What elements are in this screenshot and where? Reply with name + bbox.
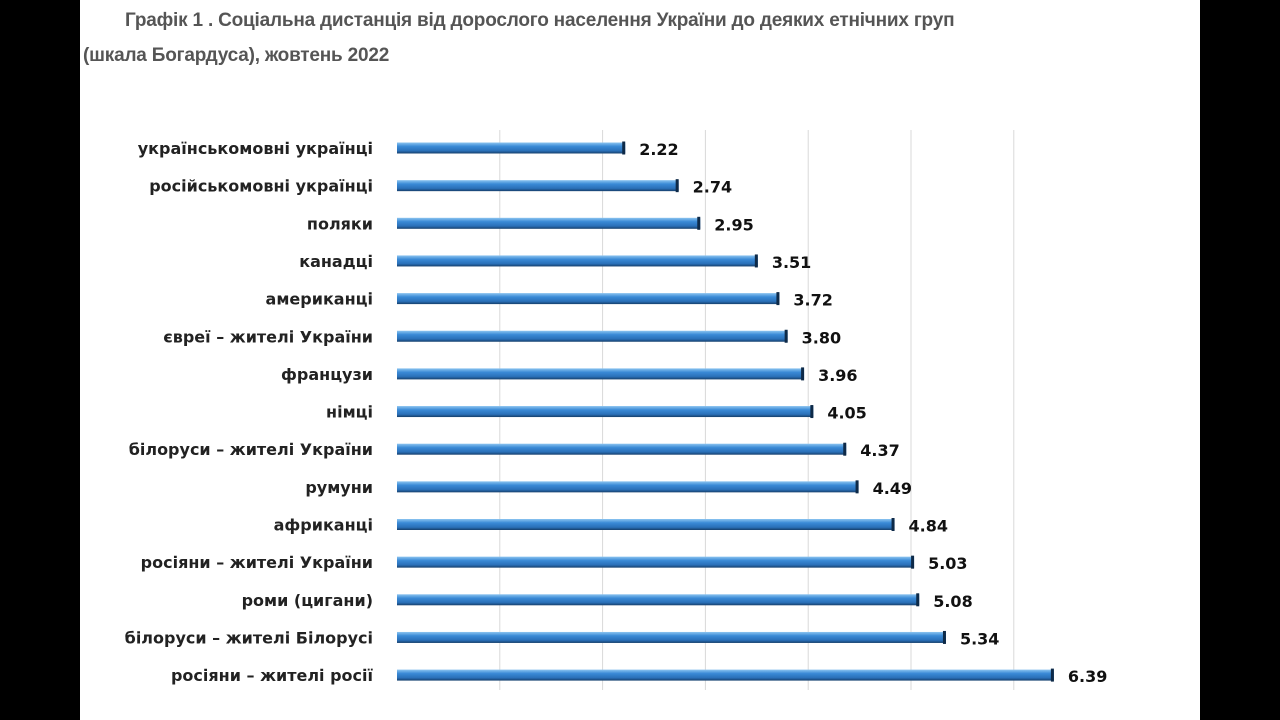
bar-group: французи 3.96	[281, 365, 858, 385]
value-label: 3.80	[802, 328, 841, 347]
value-label: 5.03	[928, 554, 967, 573]
bar	[397, 330, 788, 342]
bar	[397, 368, 805, 380]
bar-group: африканці 4.84	[274, 516, 948, 536]
category-label: євреї – жителі України	[163, 327, 373, 346]
category-label: українськомовні українці	[138, 139, 373, 158]
bar-end-cap	[675, 179, 679, 193]
bar-end-cap	[855, 480, 859, 494]
category-label: роми (цигани)	[242, 591, 373, 610]
bar-end-cap	[776, 292, 780, 306]
value-label: 4.05	[827, 404, 866, 423]
bar-group: російськомовні українці 2.74	[149, 177, 732, 197]
bar-chart: українськомовні українці 2.22 російськомов…	[125, 130, 1107, 690]
value-label: 3.72	[793, 291, 832, 310]
category-label: румуни	[305, 478, 373, 497]
bar-group: американці 3.72	[266, 290, 833, 310]
bar-end-cap	[1050, 668, 1054, 682]
value-label: 5.08	[933, 592, 972, 611]
bar-end-cap	[942, 630, 946, 644]
bar-group: німці 4.05	[326, 403, 867, 423]
value-label: 2.74	[693, 178, 732, 197]
category-label: російськомовні українці	[149, 177, 373, 196]
value-label: 3.51	[772, 253, 811, 272]
bar-group: євреї – жителі України 3.80	[163, 327, 841, 347]
bar-end-cap	[801, 367, 805, 381]
chart-title: Графік 1 . Соціальна дистанція від дорос…	[125, 10, 955, 31]
category-label: білоруси – жителі Білорусі	[125, 628, 373, 647]
category-label: африканці	[274, 516, 373, 535]
bar	[397, 519, 895, 530]
bar	[397, 406, 814, 418]
bar-group: росіяни – жителі росії 6.39	[171, 666, 1107, 686]
bar	[397, 142, 626, 154]
bar	[397, 481, 859, 493]
bar	[397, 217, 701, 229]
value-label: 2.95	[714, 215, 753, 234]
bar	[397, 631, 946, 643]
chart-page: Графік 1 . Соціальна дистанція від дорос…	[80, 0, 1200, 720]
bar-group: румуни 4.49	[305, 478, 912, 498]
value-label: 5.34	[960, 629, 999, 648]
value-label: 4.49	[873, 479, 912, 498]
value-label: 3.96	[818, 366, 857, 385]
bar-end-cap	[622, 141, 626, 155]
chart-subtitle: (шкала Богардуса), жовтень 2022	[83, 45, 390, 66]
bar-end-cap	[916, 593, 920, 607]
category-label: росіяни – жителі України	[141, 553, 373, 572]
bar	[397, 556, 915, 568]
value-label: 4.84	[909, 517, 948, 536]
category-label: німці	[326, 403, 373, 422]
bar-end-cap	[697, 216, 701, 230]
bar	[397, 669, 1054, 681]
bar	[397, 443, 847, 455]
bar-group: поляки 2.95	[307, 214, 754, 234]
bar-group: українськомовні українці 2.22	[138, 139, 679, 159]
value-label: 4.37	[860, 441, 899, 460]
bar-end-cap	[810, 405, 814, 419]
bar-group: росіяни – жителі України 5.03	[141, 553, 968, 573]
bar-end-cap	[891, 518, 895, 531]
category-label: американці	[266, 290, 373, 309]
category-label: поляки	[307, 214, 373, 233]
value-label: 2.22	[639, 140, 678, 159]
category-label: білоруси – жителі України	[129, 440, 373, 459]
category-label: канадці	[299, 252, 373, 271]
bar	[397, 293, 780, 305]
bar	[397, 255, 758, 267]
bar-end-cap	[843, 442, 847, 456]
bar-group: канадці 3.51	[299, 252, 811, 272]
bar-group: роми (цигани) 5.08	[242, 591, 973, 611]
bar-end-cap	[754, 254, 758, 268]
bar-end-cap	[784, 329, 788, 343]
value-label: 6.39	[1068, 667, 1107, 686]
category-label: французи	[281, 365, 373, 384]
bar	[397, 180, 679, 192]
bar-group: білоруси – жителі України 4.37	[129, 440, 900, 460]
bar	[397, 594, 920, 606]
bar-end-cap	[911, 555, 915, 569]
category-label: росіяни – жителі росії	[171, 666, 374, 685]
bar-group: білоруси – жителі Білорусі 5.34	[125, 628, 1000, 648]
